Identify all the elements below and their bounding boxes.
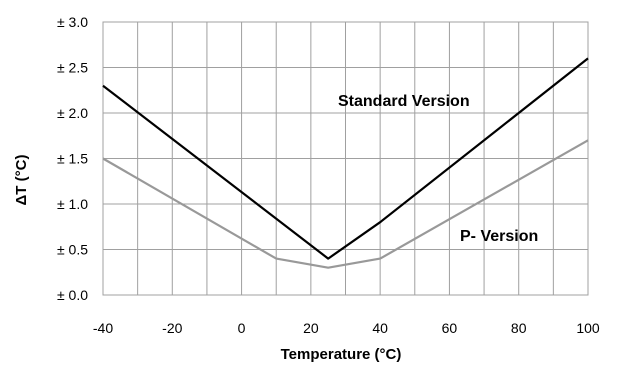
y-tick-labels: ± 0.0 ± 0.5 ± 1.0 ± 1.5 ± 2.0 ± 2.5 ± 3.0 — [57, 14, 88, 303]
series-line-standard-version — [102, 57, 589, 260]
y-tick-label: ± 0.5 — [57, 242, 88, 258]
y-axis-title: ΔT (°C) — [13, 155, 30, 206]
y-tick-label: ± 0.0 — [57, 287, 88, 303]
y-tick-label: ± 2.5 — [57, 60, 88, 76]
series-label-standard-version: Standard Version — [338, 93, 470, 110]
y-tick-label: ± 3.0 — [57, 14, 88, 30]
x-tick-labels: -40 -20 0 20 40 60 80 100 — [93, 320, 600, 336]
x-tick-label: -40 — [93, 320, 113, 336]
x-tick-label: 60 — [442, 320, 458, 336]
x-tick-label: 40 — [372, 320, 388, 336]
y-tick-label: ± 1.5 — [57, 151, 88, 167]
x-tick-label: 20 — [303, 320, 319, 336]
y-tick-label: ± 2.0 — [57, 105, 88, 121]
x-axis-title: Temperature (°C) — [281, 346, 402, 363]
series-line-p-version — [102, 139, 589, 269]
x-tick-label: 100 — [576, 320, 600, 336]
x-tick-label: 80 — [511, 320, 527, 336]
series-label-p-version: P- Version — [460, 228, 538, 245]
x-tick-label: 0 — [238, 320, 246, 336]
x-tick-label: -20 — [162, 320, 182, 336]
grid — [102, 21, 589, 296]
series-lines — [102, 57, 589, 269]
y-tick-label: ± 1.0 — [57, 196, 88, 212]
